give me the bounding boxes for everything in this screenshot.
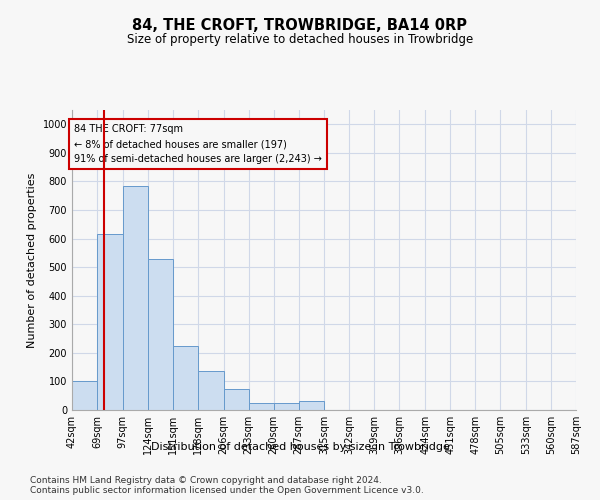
Bar <box>123 186 148 410</box>
Y-axis label: Number of detached properties: Number of detached properties <box>27 172 37 348</box>
Bar <box>248 403 274 410</box>
Text: Contains HM Land Registry data © Crown copyright and database right 2024.
Contai: Contains HM Land Registry data © Crown c… <box>30 476 424 495</box>
Bar <box>173 346 198 410</box>
Text: Size of property relative to detached houses in Trowbridge: Size of property relative to detached ho… <box>127 32 473 46</box>
Bar <box>148 258 173 410</box>
Bar <box>274 403 299 410</box>
Bar <box>198 372 224 410</box>
Bar <box>97 234 123 410</box>
Bar <box>224 388 248 410</box>
Bar <box>299 402 325 410</box>
Text: Distribution of detached houses by size in Trowbridge: Distribution of detached houses by size … <box>151 442 449 452</box>
Bar <box>72 382 97 410</box>
Text: 84, THE CROFT, TROWBRIDGE, BA14 0RP: 84, THE CROFT, TROWBRIDGE, BA14 0RP <box>133 18 467 32</box>
Text: 84 THE CROFT: 77sqm
← 8% of detached houses are smaller (197)
91% of semi-detach: 84 THE CROFT: 77sqm ← 8% of detached hou… <box>74 124 322 164</box>
